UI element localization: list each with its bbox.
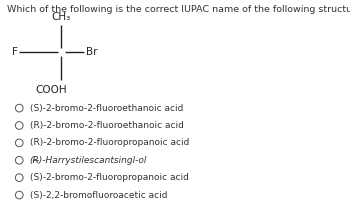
Text: Br: Br xyxy=(86,47,97,57)
Text: (R)-2-bromo-2-fluoroethanoic acid: (R)-2-bromo-2-fluoroethanoic acid xyxy=(30,121,184,130)
Text: COOH: COOH xyxy=(35,85,66,95)
Text: F: F xyxy=(12,47,18,57)
Text: CH₃: CH₃ xyxy=(52,12,71,22)
Text: Which of the following is the correct IUPAC name of the following structure?: Which of the following is the correct IU… xyxy=(7,5,350,14)
Text: (S)-2,2-bromofluoroacetic acid: (S)-2,2-bromofluoroacetic acid xyxy=(30,191,167,199)
Text: (S)-2-bromo-2-fluoroethanoic acid: (S)-2-bromo-2-fluoroethanoic acid xyxy=(30,104,183,113)
Text: (R)-2-bromo-2-fluoropropanoic acid: (R)-2-bromo-2-fluoropropanoic acid xyxy=(30,138,189,147)
Text: (R̶)-Harrystilescantsingl-ol: (R̶)-Harrystilescantsingl-ol xyxy=(30,156,147,165)
Text: (S)-2-bromo-2-fluoropropanoic acid: (S)-2-bromo-2-fluoropropanoic acid xyxy=(30,173,189,182)
